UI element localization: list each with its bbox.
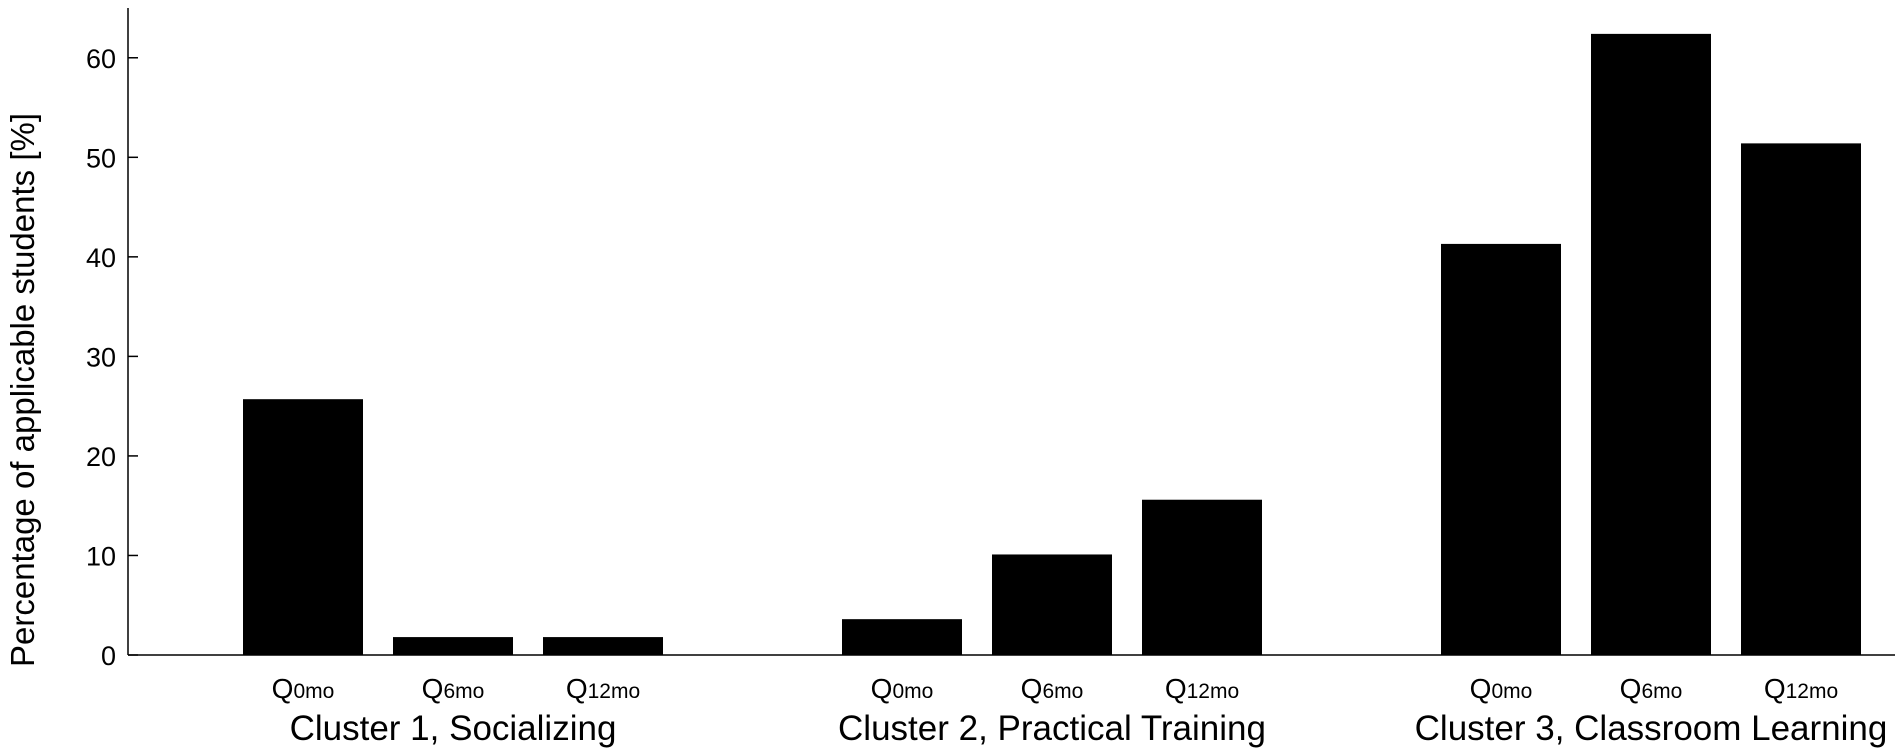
category-labels: Q0mo Q6mo Q12mo Q0mo Q6mo Q12mo Q0mo Q6mo Q12mo bbox=[272, 673, 1838, 704]
group-label: Cluster 1, Socializing bbox=[290, 709, 617, 748]
x-tick-label: Q12mo bbox=[1165, 673, 1239, 704]
x-tick-label: Q6mo bbox=[422, 673, 485, 704]
y-axis-title: Percentage of applicable students [%] bbox=[4, 113, 41, 667]
bar bbox=[1142, 499, 1262, 655]
x-tick-label: Q0mo bbox=[1470, 673, 1533, 704]
bar bbox=[1441, 243, 1561, 655]
y-tick-label: 50 bbox=[86, 143, 116, 173]
group-label: Cluster 2, Practical Training bbox=[838, 709, 1266, 748]
y-tick-label: 0 bbox=[101, 641, 116, 671]
y-tick-label: 10 bbox=[86, 541, 116, 571]
group-labels: Cluster 1, Socializing Cluster 2, Practic… bbox=[290, 709, 1888, 748]
x-tick-label: Q12mo bbox=[566, 673, 640, 704]
y-tick-label: 60 bbox=[86, 44, 116, 74]
x-tick-label: Q0mo bbox=[871, 673, 934, 704]
bar bbox=[842, 619, 962, 655]
x-tick-label: Q6mo bbox=[1620, 673, 1683, 704]
y-tick-label: 20 bbox=[86, 442, 116, 472]
bar bbox=[992, 554, 1112, 655]
x-tick-label: Q12mo bbox=[1764, 673, 1838, 704]
group-label: Cluster 3, Classroom Learning bbox=[1415, 709, 1888, 748]
bar bbox=[393, 637, 513, 655]
x-tick-label: Q6mo bbox=[1021, 673, 1084, 704]
bar bbox=[543, 637, 663, 655]
bar bbox=[243, 399, 363, 655]
y-axis: 0 10 20 30 40 50 60 bbox=[86, 8, 138, 671]
bar bbox=[1591, 33, 1711, 655]
x-tick-label: Q0mo bbox=[272, 673, 335, 704]
bars bbox=[243, 33, 1861, 655]
bar bbox=[1741, 143, 1861, 655]
y-tick-label: 30 bbox=[86, 342, 116, 372]
y-tick-label: 40 bbox=[86, 243, 116, 273]
